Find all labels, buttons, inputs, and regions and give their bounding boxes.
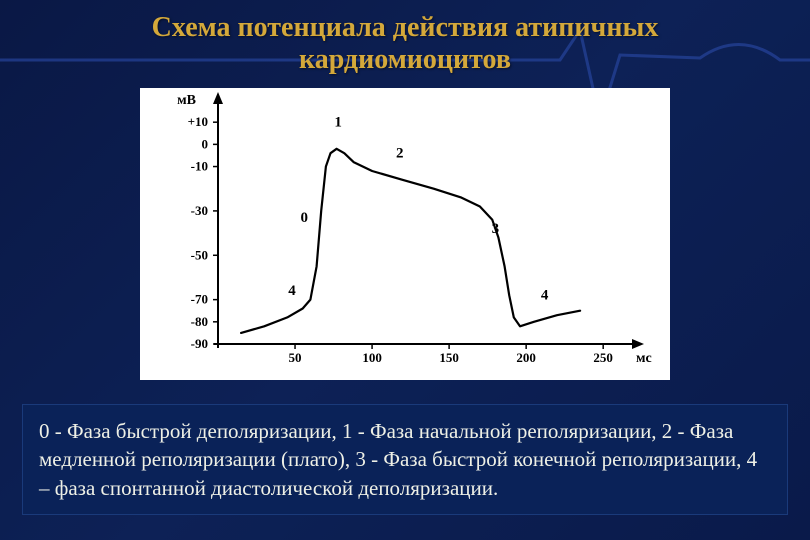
svg-text:3: 3 [492, 221, 500, 237]
action-potential-chart: +10 0 -10 -30 -50 -70 -80 -90 50 100 150 200 250 мВ мс… [140, 88, 670, 380]
legend-box: 0 - Фаза быстрой деполяризации, 1 - Фаза… [22, 404, 788, 515]
svg-text:+10: +10 [188, 114, 208, 129]
svg-text:0: 0 [202, 136, 209, 151]
svg-text:мс: мс [636, 351, 652, 366]
svg-text:-10: -10 [191, 159, 208, 174]
svg-text:мВ: мВ [177, 93, 196, 108]
svg-text:4: 4 [288, 283, 296, 299]
legend-text: 0 - Фаза быстрой деполяризации, 1 - Фаза… [39, 419, 757, 500]
svg-text:-70: -70 [191, 292, 208, 307]
chart-container: +10 0 -10 -30 -50 -70 -80 -90 50 100 150 200 250 мВ мс… [140, 88, 670, 380]
svg-text:-30: -30 [191, 203, 208, 218]
svg-text:2: 2 [396, 146, 404, 162]
svg-text:4: 4 [541, 288, 549, 304]
title-line-2: кардиомиоцитов [40, 44, 770, 76]
svg-text:-80: -80 [191, 314, 208, 329]
title-line-1: Схема потенциала действия атипичных [40, 12, 770, 44]
svg-text:150: 150 [439, 350, 459, 365]
svg-text:100: 100 [362, 350, 382, 365]
page-title: Схема потенциала действия атипичных кард… [0, 0, 810, 84]
svg-text:-90: -90 [191, 336, 208, 351]
svg-text:1: 1 [334, 115, 342, 131]
svg-text:200: 200 [516, 350, 536, 365]
svg-text:50: 50 [289, 350, 302, 365]
svg-text:0: 0 [301, 210, 309, 226]
svg-text:250: 250 [593, 350, 613, 365]
svg-text:-50: -50 [191, 247, 208, 262]
